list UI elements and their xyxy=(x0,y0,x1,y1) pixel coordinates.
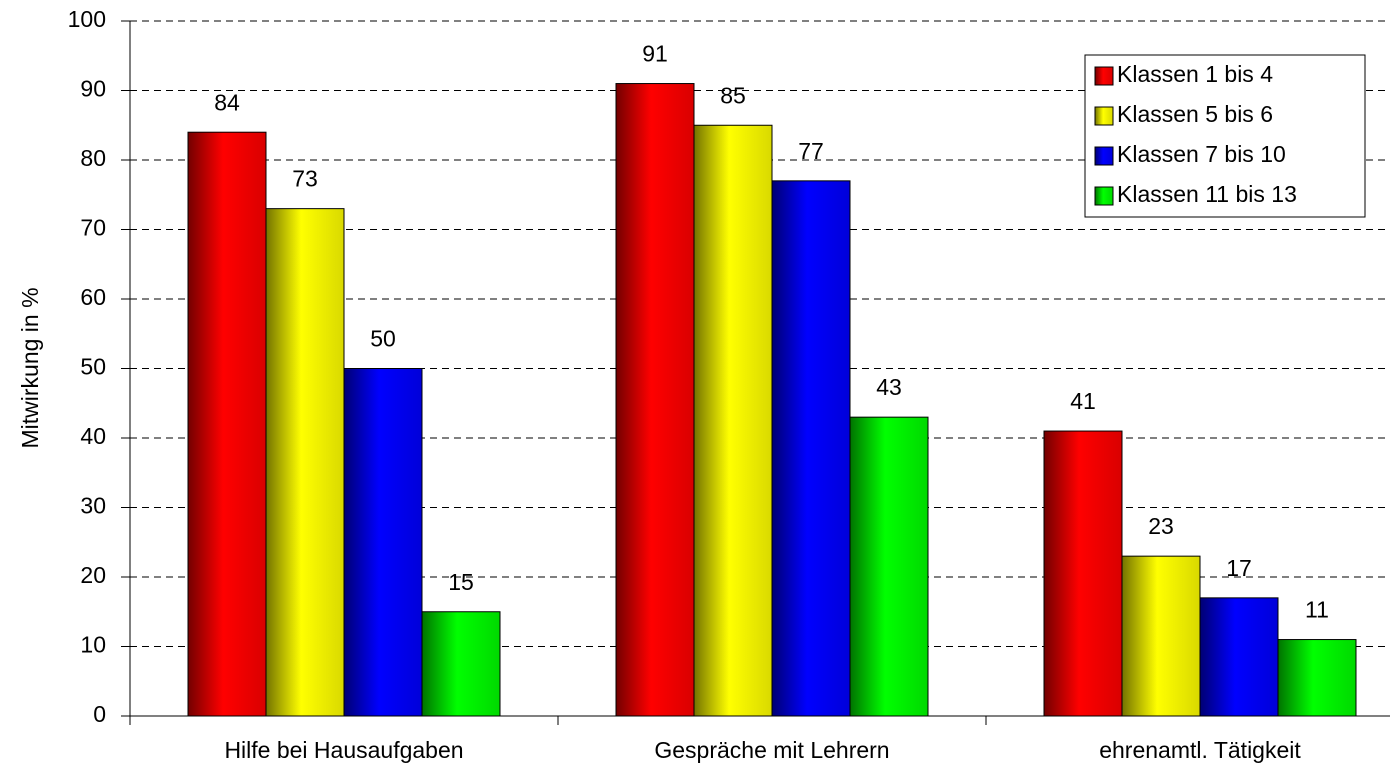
legend-swatch xyxy=(1094,186,1114,206)
legend-swatch xyxy=(1094,106,1114,126)
data-label: 73 xyxy=(292,166,318,192)
bar xyxy=(421,611,501,717)
data-label: 17 xyxy=(1226,555,1252,581)
y-tick-label: 40 xyxy=(80,423,106,449)
data-label: 43 xyxy=(876,374,902,400)
y-tick-label: 100 xyxy=(68,6,106,32)
legend-label: Klassen 11 bis 13 xyxy=(1117,181,1297,207)
bar xyxy=(771,180,851,717)
legend-label: Klassen 5 bis 6 xyxy=(1117,101,1273,127)
y-tick-label: 90 xyxy=(80,76,106,102)
data-label: 23 xyxy=(1148,513,1174,539)
legend-swatch xyxy=(1094,66,1114,86)
data-label: 11 xyxy=(1305,597,1329,623)
data-label: 77 xyxy=(798,138,824,164)
y-tick-label: 20 xyxy=(80,562,106,588)
bar xyxy=(265,208,345,717)
bar xyxy=(187,131,267,717)
bar xyxy=(1277,639,1357,717)
bar xyxy=(849,416,929,717)
bar xyxy=(1199,597,1279,717)
y-tick-label: 10 xyxy=(80,632,106,658)
data-label: 41 xyxy=(1070,388,1096,414)
legend-box xyxy=(1084,54,1366,218)
y-axis-label: Mitwirkung in % xyxy=(17,287,43,448)
y-tick-label: 70 xyxy=(80,215,106,241)
y-tick-label: 60 xyxy=(80,284,106,310)
legend-swatch xyxy=(1094,146,1114,166)
x-tick-label: Gespräche mit Lehrern xyxy=(654,737,889,763)
data-label: 84 xyxy=(214,89,240,115)
data-label: 85 xyxy=(720,82,746,108)
bar xyxy=(615,83,695,717)
data-label: 91 xyxy=(642,41,668,67)
y-tick-label: 80 xyxy=(80,145,106,171)
bar xyxy=(343,368,423,717)
legend-label: Klassen 7 bis 10 xyxy=(1117,141,1286,167)
y-tick-label: 30 xyxy=(80,493,106,519)
data-label: 50 xyxy=(370,326,396,352)
y-tick-label: 50 xyxy=(80,354,106,380)
legend-label: Klassen 1 bis 4 xyxy=(1117,61,1273,87)
bar xyxy=(1043,430,1123,717)
bar xyxy=(693,124,773,717)
x-tick-label: ehrenamtl. Tätigkeit xyxy=(1099,737,1301,763)
y-tick-label: 0 xyxy=(93,701,106,727)
x-tick-label: Hilfe bei Hausaufgaben xyxy=(224,737,463,763)
data-label: 15 xyxy=(448,569,474,595)
bar xyxy=(1121,555,1201,717)
